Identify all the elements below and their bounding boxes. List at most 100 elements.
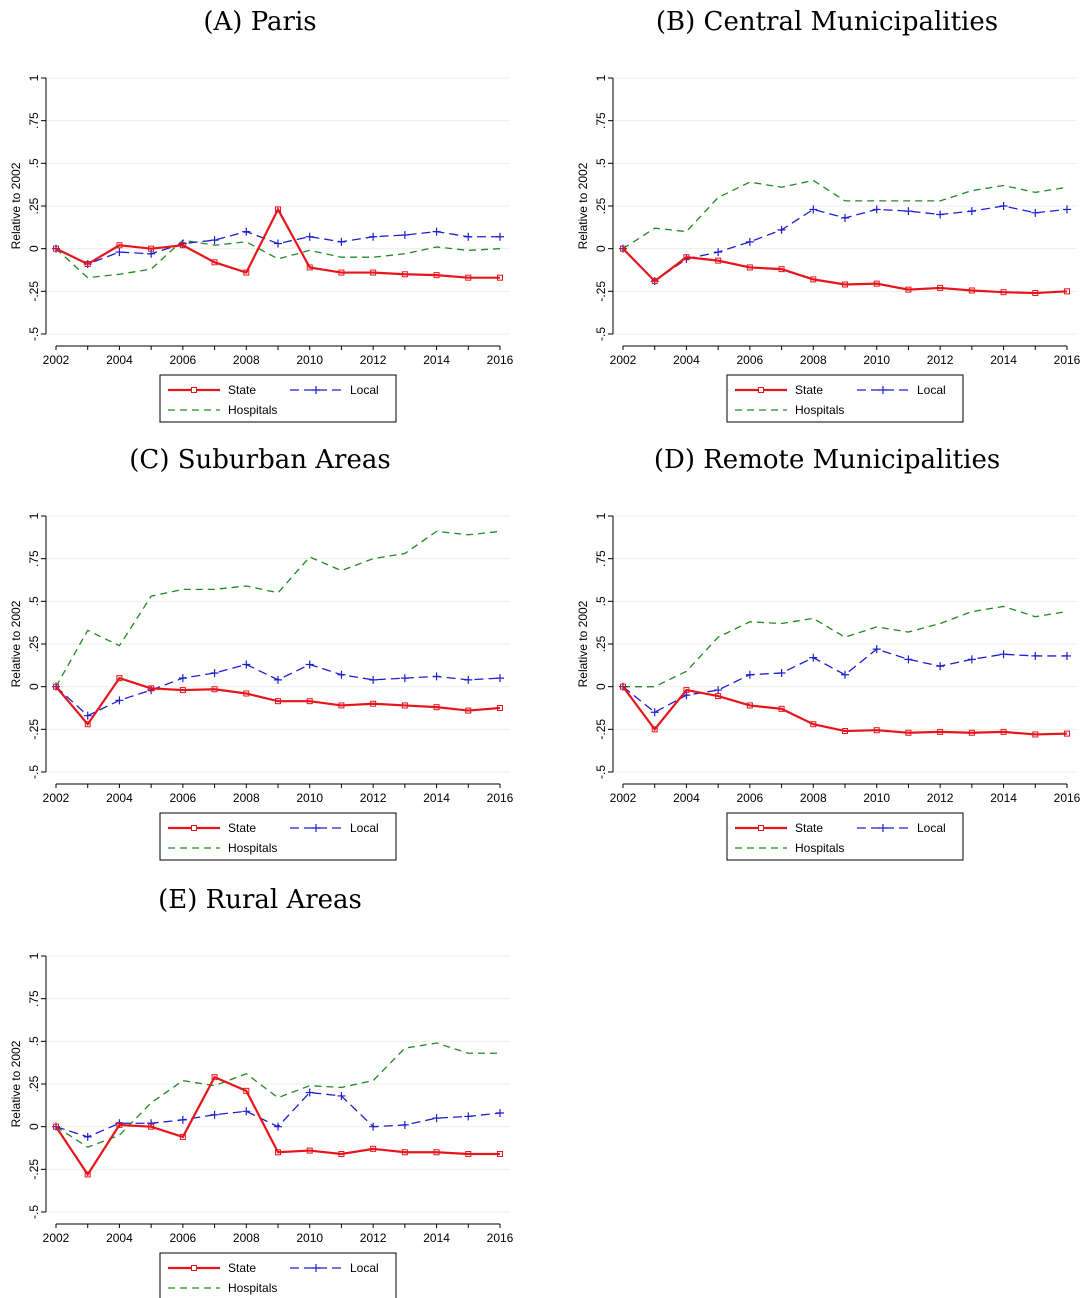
data-point-local bbox=[369, 675, 378, 684]
data-point-local bbox=[432, 227, 441, 236]
chart-panel-0: (A) Paris -.5 -.25 0 .25 .5 .75 1 Relative to 20… bbox=[9, 7, 514, 423]
data-point-local bbox=[305, 232, 314, 241]
data-point-local bbox=[714, 248, 723, 257]
x-tick-label: 2004 bbox=[106, 1231, 133, 1245]
y-tick-label: .5 bbox=[27, 596, 41, 606]
y-tick-label: .5 bbox=[594, 596, 608, 606]
y-tick-label: 1 bbox=[594, 74, 608, 81]
data-point-local bbox=[777, 669, 786, 678]
x-tick-label: 2006 bbox=[170, 353, 197, 367]
data-point-state bbox=[84, 1171, 91, 1178]
x-tick-label: 2014 bbox=[423, 353, 450, 367]
x-tick-label: 2014 bbox=[990, 791, 1017, 805]
data-point-state bbox=[116, 675, 123, 682]
y-axis-label: Relative to 2002 bbox=[9, 1040, 23, 1127]
series-line-hospitals bbox=[55, 239, 501, 279]
data-point-local bbox=[999, 202, 1008, 210]
data-point-state bbox=[243, 1087, 250, 1094]
data-point-local bbox=[210, 669, 219, 678]
data-point-local bbox=[115, 248, 124, 257]
data-point-local bbox=[496, 232, 504, 241]
legend: State Local Hospitals bbox=[159, 1252, 397, 1298]
y-tick-label: 0 bbox=[594, 683, 608, 690]
data-point-state bbox=[148, 685, 155, 692]
data-point-local bbox=[999, 650, 1008, 659]
y-tick-label: .25 bbox=[27, 197, 41, 214]
data-point-state bbox=[905, 729, 912, 736]
data-point-state bbox=[683, 687, 690, 694]
x-tick-label: 2002 bbox=[43, 791, 70, 805]
data-point-state bbox=[243, 690, 250, 697]
data-point-state bbox=[651, 278, 658, 285]
chart-panel-3: (D) Remote Municipalities -.5 -.25 0 .25 .5 .7… bbox=[576, 445, 1081, 861]
x-tick-label: 2010 bbox=[296, 791, 323, 805]
data-point-state bbox=[842, 728, 848, 735]
data-point-state bbox=[275, 698, 281, 705]
data-point-state bbox=[746, 264, 753, 271]
y-tick-label: 0 bbox=[594, 245, 608, 252]
x-tick-label: 2004 bbox=[106, 353, 133, 367]
data-point-state bbox=[275, 206, 281, 213]
series-line-state bbox=[622, 247, 1068, 295]
data-point-state bbox=[306, 1147, 313, 1154]
data-point-state bbox=[1032, 290, 1039, 297]
y-tick-label: .25 bbox=[594, 635, 608, 652]
y-tick-label: 1 bbox=[27, 74, 41, 81]
panel-title: (E) Rural Areas bbox=[158, 885, 362, 915]
data-point-local bbox=[936, 210, 945, 219]
data-point-local bbox=[369, 1122, 378, 1131]
y-tick-label: 1 bbox=[27, 512, 41, 519]
data-point-local bbox=[464, 675, 473, 684]
y-axis-label: Relative to 2002 bbox=[576, 600, 590, 687]
data-point-local bbox=[841, 213, 849, 222]
y-axis-label: Relative to 2002 bbox=[9, 600, 23, 687]
legend-marker bbox=[191, 825, 197, 831]
data-point-state bbox=[465, 274, 472, 281]
data-point-local bbox=[274, 239, 282, 248]
x-tick-label: 2014 bbox=[423, 1231, 450, 1245]
x-tick-label: 2006 bbox=[737, 791, 764, 805]
data-point-local bbox=[872, 645, 881, 654]
data-point-state bbox=[116, 242, 123, 249]
legend-box bbox=[159, 1252, 397, 1298]
data-point-state bbox=[497, 705, 503, 711]
data-point-state bbox=[148, 245, 155, 252]
data-point-local bbox=[305, 660, 314, 669]
x-tick-label: 2012 bbox=[927, 353, 954, 367]
x-tick-label: 2010 bbox=[863, 353, 890, 367]
legend-label-state: State bbox=[795, 821, 823, 835]
panel-title: (A) Paris bbox=[203, 7, 316, 37]
legend-box bbox=[726, 374, 964, 423]
data-point-state bbox=[433, 1149, 440, 1156]
legend-label-hospitals: Hospitals bbox=[795, 403, 844, 417]
y-tick-label: -.5 bbox=[27, 1205, 41, 1219]
x-tick-label: 2006 bbox=[170, 791, 197, 805]
data-point-state bbox=[465, 707, 472, 714]
data-point-local bbox=[872, 205, 881, 214]
y-tick-label: -.25 bbox=[27, 719, 41, 740]
x-tick-label: 2002 bbox=[43, 353, 70, 367]
data-point-state bbox=[778, 705, 785, 712]
x-tick-label: 2008 bbox=[800, 353, 827, 367]
x-tick-label: 2008 bbox=[233, 791, 260, 805]
x-tick-label: 2012 bbox=[927, 791, 954, 805]
data-point-state bbox=[148, 1123, 155, 1130]
data-point-state bbox=[497, 1150, 503, 1157]
data-point-local bbox=[242, 660, 251, 669]
legend-box bbox=[159, 812, 397, 861]
y-tick-label: -.5 bbox=[594, 327, 608, 341]
data-point-local bbox=[210, 236, 219, 245]
legend-label-state: State bbox=[228, 383, 256, 397]
legend-label-state: State bbox=[795, 383, 823, 397]
data-point-state bbox=[497, 274, 503, 281]
legend: State Local Hospitals bbox=[159, 374, 397, 423]
x-tick-label: 2014 bbox=[423, 791, 450, 805]
y-tick-label: .25 bbox=[594, 197, 608, 214]
data-point-local bbox=[115, 696, 124, 705]
x-tick-label: 2010 bbox=[296, 1231, 323, 1245]
series-line-hospitals bbox=[55, 530, 501, 687]
y-tick-label: .75 bbox=[27, 990, 41, 1007]
x-tick-label: 2002 bbox=[43, 1231, 70, 1245]
data-point-state bbox=[211, 259, 218, 266]
